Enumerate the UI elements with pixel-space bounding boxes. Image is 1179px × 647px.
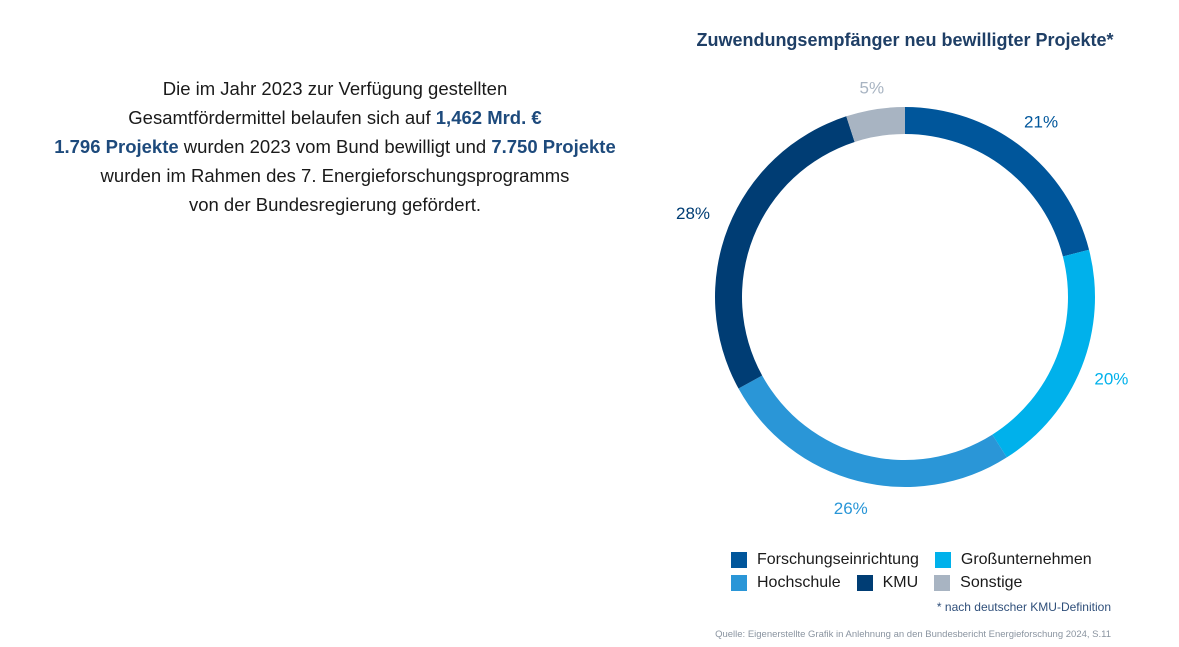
intro-line: 1.796 Projekte wurden 2023 vom Bund bewi… [20, 132, 650, 161]
legend-label: Großunternehmen [960, 550, 1092, 568]
data-label: 21% [1024, 113, 1058, 132]
text: Gesamtfördermittel belaufen sich auf [128, 107, 436, 128]
legend-item: Großunternehmen [934, 550, 1092, 569]
legend-swatch [934, 551, 951, 568]
donut-segment-sonstige [846, 107, 905, 142]
legend: Forschungseinrichtung Großunternehmen Ho… [731, 548, 1108, 594]
legend-item: KMU [856, 573, 919, 592]
text: wurden 2023 vom Bund bewilligt und [178, 136, 492, 157]
projects-program: 7.750 Projekte [491, 136, 616, 157]
footnote: * nach deutscher KMU-Definition [936, 600, 1111, 614]
donut-segment-hochschule [738, 375, 1007, 487]
legend-swatch [856, 574, 873, 591]
projects-federal: 1.796 Projekte [54, 136, 179, 157]
data-label: 26% [834, 499, 868, 518]
data-label: 5% [860, 79, 885, 98]
donut-segment-kmu [715, 116, 855, 389]
donut-segment-forschungseinrichtung [905, 107, 1090, 257]
funding-amount: 1,462 Mrd. € [435, 107, 542, 128]
legend-label: Forschungseinrichtung [757, 550, 919, 568]
chart-title: Zuwendungsempfänger neu bewilligter Proj… [696, 30, 1114, 50]
data-label: 28% [676, 204, 710, 223]
legend-item: Forschungseinrichtung [731, 551, 919, 569]
legend-label: Hochschule [757, 573, 841, 591]
legend-swatch [731, 574, 747, 591]
legend-swatch [934, 574, 951, 591]
intro-line: von der Bundesregierung gefördert. [188, 194, 482, 215]
legend-label: KMU [882, 573, 919, 591]
data-label: 20% [1094, 370, 1128, 389]
intro-line: wurden im Rahmen des 7. Energieforschung… [100, 165, 570, 186]
legend-label: Sonstige [960, 573, 1023, 591]
intro-line: Gesamtfördermittel belaufen sich auf 1,4… [20, 103, 650, 132]
legend-item: Hochschule [731, 574, 841, 592]
legend-item: Sonstige [934, 574, 1022, 592]
legend-swatch [731, 551, 747, 568]
source: Quelle: Eigenerstellte Grafik in Anlehnu… [715, 629, 1111, 640]
donut-segment-großunternehmen [992, 249, 1095, 458]
intro-line: Die im Jahr 2023 zur Verfügung gestellte… [162, 78, 508, 99]
intro-text: Die im Jahr 2023 zur Verfügung gestellte… [20, 74, 650, 219]
